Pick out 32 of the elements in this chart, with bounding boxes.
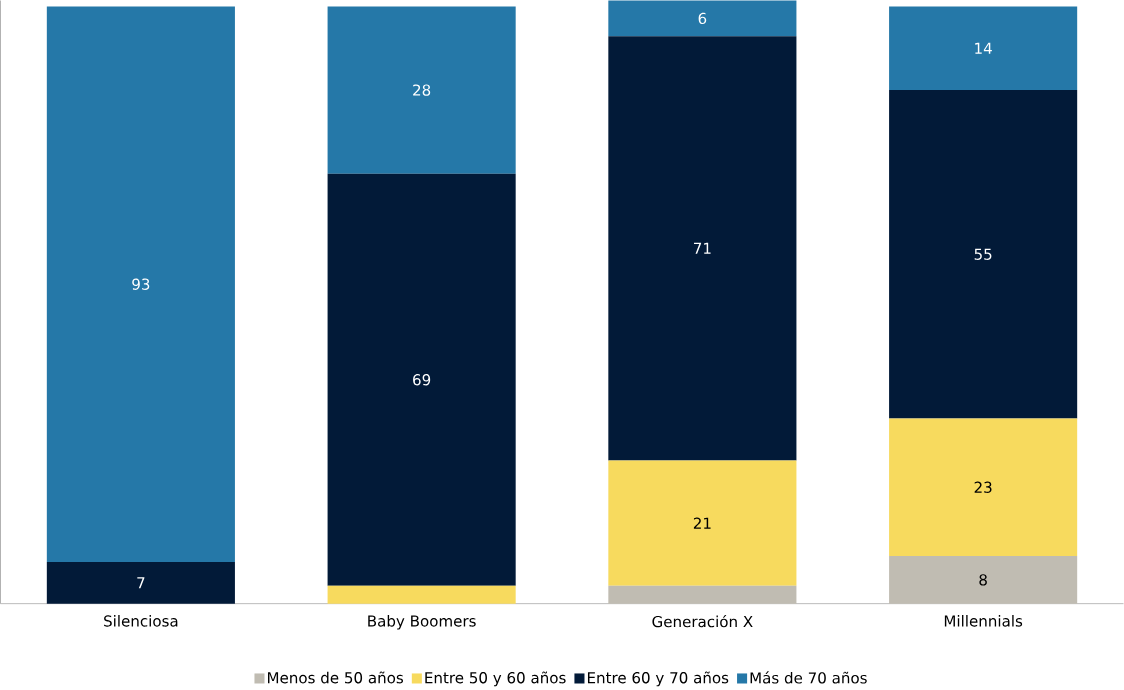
- bar: [889, 418, 1078, 557]
- data-label: 55: [974, 248, 992, 261]
- data-label: 6: [698, 12, 707, 25]
- bar: [608, 586, 797, 604]
- data-label: 14: [975, 42, 992, 54]
- bar: [46, 562, 235, 604]
- bar: [889, 6, 1078, 91]
- bar: [608, 36, 797, 461]
- bar: [889, 556, 1078, 604]
- data-label: 21: [693, 517, 711, 529]
- bar: [327, 173, 516, 586]
- data-label: 8: [979, 574, 987, 586]
- data-label: 93: [132, 278, 150, 291]
- data-label: 28: [413, 84, 431, 96]
- legend-label: Entre 60 y 70 años: [587, 671, 729, 687]
- bar: [889, 90, 1078, 419]
- legend-label: Entre 50 y 60 años: [425, 671, 566, 687]
- bar: [46, 6, 235, 563]
- legend-label: Más de 70 años: [750, 671, 867, 684]
- bar: [327, 6, 516, 174]
- x-tick-label: Generación X: [652, 615, 753, 628]
- x-tick-label: Millennials: [944, 615, 1023, 627]
- data-label: 23: [974, 481, 992, 494]
- bar: [327, 586, 516, 604]
- data-label: 71: [694, 243, 711, 255]
- legend-label: Menos de 50 años: [268, 671, 404, 684]
- x-tick-label: Baby Boomers: [368, 615, 476, 630]
- bar: [608, 0, 797, 37]
- data-label: 69: [413, 374, 431, 386]
- x-tick-label: Silenciosa: [104, 615, 178, 627]
- data-label: 7: [137, 577, 145, 589]
- bar: [608, 460, 797, 586]
